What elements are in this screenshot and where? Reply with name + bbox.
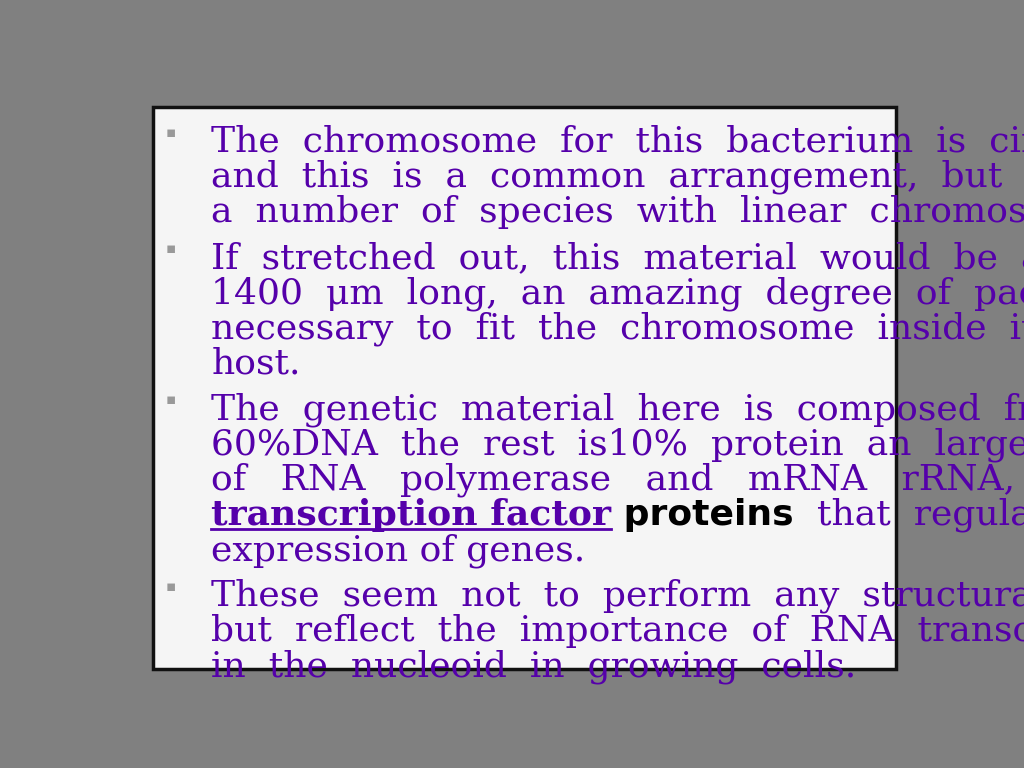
Text: in  the  nucleoid  in  growing  cells.: in the nucleoid in growing cells. (211, 649, 857, 684)
Text: necessary  to  fit  the  chromosome  inside  its  tiny: necessary to fit the chromosome inside i… (211, 311, 1024, 346)
Text: If  stretched  out,  this  material  would  be  about: If stretched out, this material would be… (211, 241, 1024, 275)
Text: These  seem  not  to  perform  any  structural  role,: These seem not to perform any structural… (211, 579, 1024, 614)
Text: The  chromosome  for  this  bacterium  is  circular: The chromosome for this bacterium is cir… (211, 124, 1024, 159)
Text: ▪: ▪ (166, 579, 176, 594)
FancyBboxPatch shape (154, 107, 896, 669)
Text: and  this  is  a  common  arrangement,  but  there  are: and this is a common arrangement, but th… (211, 160, 1024, 194)
Text: a  number  of  species  with  linear  chromosomes.: a number of species with linear chromoso… (211, 195, 1024, 229)
Text: The  genetic  material  here  is  composed  from: The genetic material here is composed fr… (211, 392, 1024, 427)
Text: of   RNA   polymerase   and   mRNA   rRNA,: of RNA polymerase and mRNA rRNA, (211, 462, 1016, 497)
Text: that  regulate  the: that regulate the (794, 498, 1024, 532)
Text: ▪: ▪ (166, 124, 176, 140)
Text: host.: host. (211, 346, 301, 380)
Text: ▪: ▪ (166, 392, 176, 407)
Text: transcription factor: transcription factor (211, 498, 611, 531)
Text: but  reflect  the  importance  of  RNA  transcription: but reflect the importance of RNA transc… (211, 614, 1024, 648)
Text: proteins: proteins (611, 498, 794, 531)
Text: 60%DNA  the  rest  is10%  protein  an  large  amount: 60%DNA the rest is10% protein an large a… (211, 428, 1024, 462)
Text: expression of genes.: expression of genes. (211, 533, 586, 568)
Text: 1400  μm  long,  an  amazing  degree  of  packing  is: 1400 μm long, an amazing degree of packi… (211, 276, 1024, 310)
Text: ▪: ▪ (166, 241, 176, 256)
